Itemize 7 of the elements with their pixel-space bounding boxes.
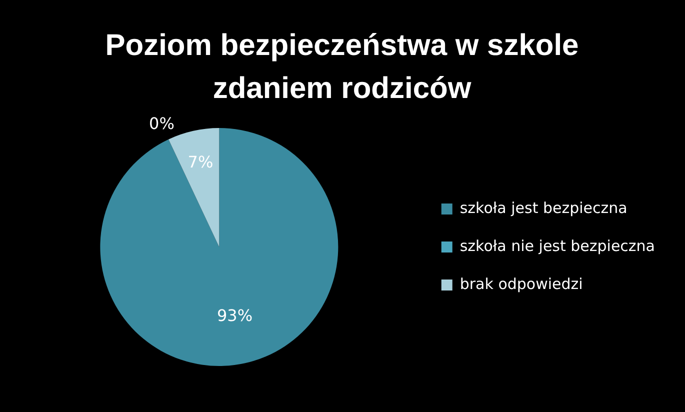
legend-label: brak odpowiedzi <box>460 274 583 293</box>
data-label: 7% <box>188 152 214 172</box>
chart-title: Poziom bezpieczeństwa w szkole zdaniem rodziców <box>104 28 580 107</box>
legend-label: szkoła nie jest bezpieczna <box>460 236 656 255</box>
text: 0% <box>149 114 174 134</box>
data-label: 93% <box>216 306 253 325</box>
legend-label: szkoła jest bezpieczna <box>460 198 628 217</box>
